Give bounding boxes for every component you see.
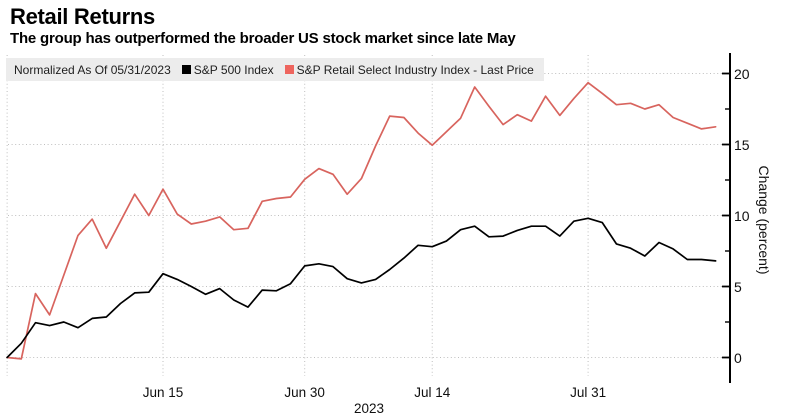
y-tick-label-20: 20 [734, 65, 750, 82]
y-tick-label-15: 15 [734, 136, 750, 153]
legend-item-retail: S&P Retail Select Industry Index - Last … [284, 62, 534, 77]
legend-item-sp500: S&P 500 Index [181, 62, 274, 77]
y-tick-label-0: 0 [734, 349, 742, 366]
legend-bar: Normalized As Of 05/31/2023 S&P 500 Inde… [6, 58, 544, 81]
x-axis-year-label: 2023 [353, 401, 385, 416]
x-tick-label-jun-15: Jun 15 [142, 385, 184, 400]
y-tick-label-10: 10 [734, 207, 750, 224]
chart-subtitle: The group has outperformed the broader U… [10, 30, 516, 47]
retail-swatch-icon [284, 65, 294, 74]
y-axis-title: Change (percent) [756, 165, 772, 275]
legend-note: Normalized As Of 05/31/2023 [14, 62, 171, 77]
x-tick-label-jun-30: Jun 30 [284, 385, 325, 400]
legend-item-sp500-label: S&P 500 Index [193, 62, 274, 77]
x-tick-label-jul-31: Jul 31 [570, 385, 607, 400]
x-tick-label-jul-14: Jul 14 [414, 385, 451, 400]
legend-item-retail-label: S&P Retail Select Industry Index - Last … [296, 62, 534, 77]
series-line-s-p-retail-select-industry-index-last-price [6, 81, 717, 360]
series-line-s-p-500-index [6, 217, 717, 359]
chart-title: Retail Returns [10, 4, 155, 29]
y-tick-label-5: 5 [734, 278, 742, 295]
sp500-swatch-icon [181, 65, 191, 74]
